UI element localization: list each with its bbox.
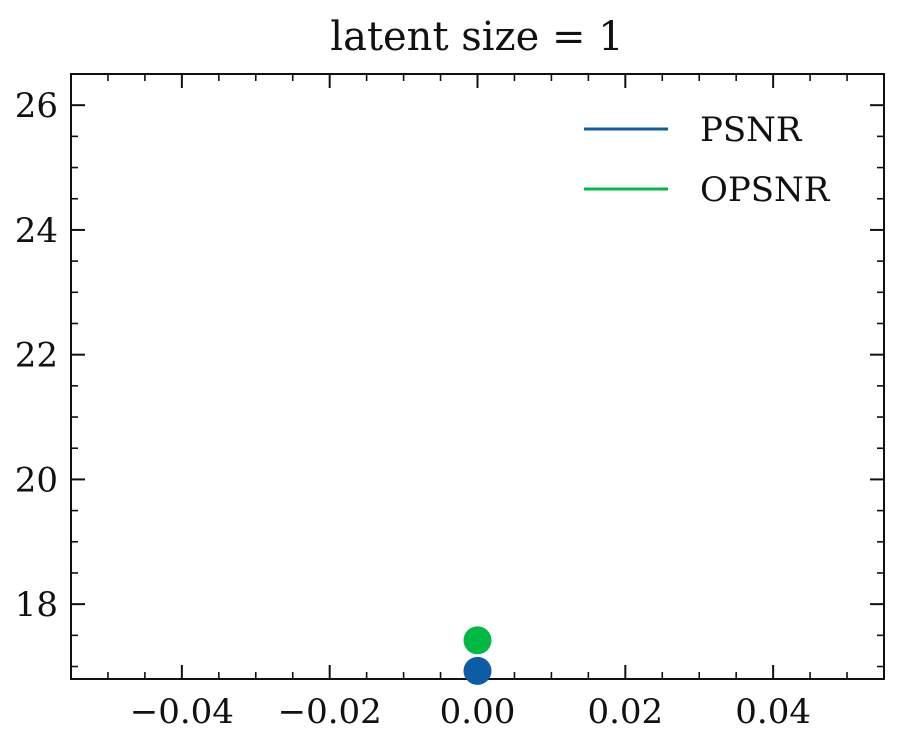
y-tick-label: 24 (15, 211, 58, 251)
x-tick-label: −0.02 (278, 692, 382, 732)
x-tick-label: 0.00 (440, 692, 516, 732)
x-tick-label: 0.02 (587, 692, 663, 732)
x-tick-label: 0.04 (735, 692, 811, 732)
legend-label-psnr: PSNR (700, 110, 803, 150)
y-tick-label: 22 (15, 336, 58, 376)
x-tick-label: −0.04 (130, 692, 234, 732)
y-tick-label: 26 (15, 86, 58, 126)
data-point-psnr (463, 656, 492, 685)
y-tick-label: 20 (15, 460, 58, 500)
data-point-opsnr (463, 626, 492, 655)
y-tick-label: 18 (15, 585, 58, 625)
chart-title: latent size = 1 (330, 14, 623, 60)
legend-label-opsnr: OPSNR (700, 170, 831, 210)
plot-area: −0.04 −0.02 0.00 0.02 0.04 18 20 22 24 26 PSNR OPSN… (15, 73, 885, 732)
plot-frame (70, 73, 885, 680)
